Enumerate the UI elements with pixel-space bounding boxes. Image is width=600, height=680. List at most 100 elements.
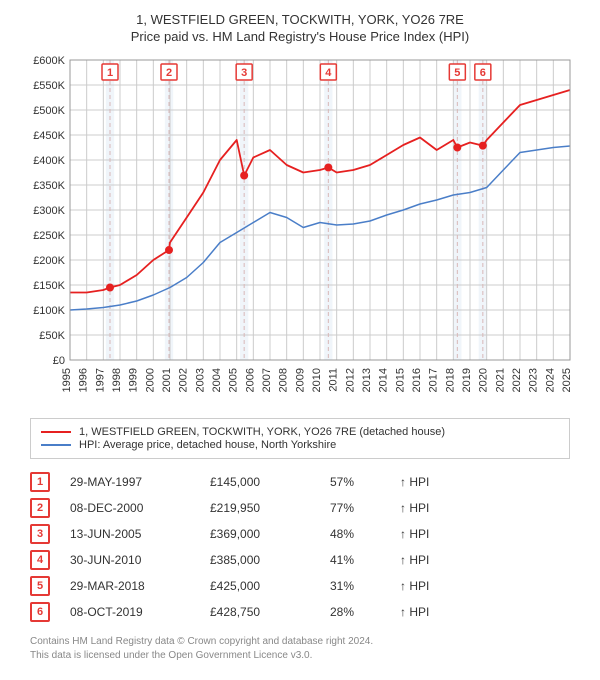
transaction-marker: 5: [30, 576, 50, 596]
table-row: 3 13-JUN-2005 £369,000 48% ↑ HPI: [30, 521, 570, 547]
legend-label: HPI: Average price, detached house, Nort…: [79, 439, 336, 451]
svg-text:2006: 2006: [244, 368, 256, 392]
svg-text:2017: 2017: [428, 368, 440, 392]
svg-text:2014: 2014: [378, 368, 390, 392]
transaction-date: 08-OCT-2019: [70, 605, 200, 619]
footer-line-1: Contains HM Land Registry data © Crown c…: [30, 635, 570, 648]
footer-attribution: Contains HM Land Registry data © Crown c…: [30, 635, 570, 662]
svg-text:2011: 2011: [328, 368, 340, 392]
transaction-hpi-indicator: ↑ HPI: [400, 501, 440, 515]
transaction-price: £385,000: [210, 553, 320, 567]
svg-text:2013: 2013: [361, 368, 373, 392]
legend-item: 1, WESTFIELD GREEN, TOCKWITH, YORK, YO26…: [41, 426, 559, 438]
svg-text:£400K: £400K: [33, 155, 65, 167]
svg-text:5: 5: [454, 67, 460, 79]
svg-text:2015: 2015: [394, 368, 406, 392]
svg-text:£100K: £100K: [33, 305, 65, 317]
svg-text:£350K: £350K: [33, 180, 65, 192]
svg-text:£600K: £600K: [33, 55, 65, 67]
table-row: 6 08-OCT-2019 £428,750 28% ↑ HPI: [30, 599, 570, 625]
svg-text:1995: 1995: [61, 368, 73, 392]
transaction-marker: 1: [30, 472, 50, 492]
svg-text:2010: 2010: [311, 368, 323, 392]
transaction-marker: 2: [30, 498, 50, 518]
svg-text:2001: 2001: [161, 368, 173, 392]
title-block: 1, WESTFIELD GREEN, TOCKWITH, YORK, YO26…: [12, 12, 588, 44]
transaction-pct: 57%: [330, 475, 390, 489]
transaction-pct: 41%: [330, 553, 390, 567]
transaction-marker: 4: [30, 550, 50, 570]
svg-text:£450K: £450K: [33, 130, 65, 142]
svg-text:£250K: £250K: [33, 230, 65, 242]
svg-text:2025: 2025: [561, 368, 573, 392]
svg-text:2024: 2024: [544, 368, 556, 392]
svg-text:1: 1: [107, 67, 113, 79]
svg-text:2019: 2019: [461, 368, 473, 392]
svg-text:2018: 2018: [444, 368, 456, 392]
chart-title-address: 1, WESTFIELD GREEN, TOCKWITH, YORK, YO26…: [12, 12, 588, 27]
transactions-table: 1 29-MAY-1997 £145,000 57% ↑ HPI 2 08-DEC-2000…: [30, 469, 570, 625]
transaction-date: 08-DEC-2000: [70, 501, 200, 515]
svg-text:£150K: £150K: [33, 280, 65, 292]
chart-container: £0 £50K £100K £150K £200K £250K £300K £350K £400…: [20, 50, 580, 410]
footer-line-2: This data is licensed under the Open Gov…: [30, 649, 570, 662]
transaction-date: 13-JUN-2005: [70, 527, 200, 541]
transaction-hpi-indicator: ↑ HPI: [400, 579, 440, 593]
transaction-date: 29-MAY-1997: [70, 475, 200, 489]
transaction-hpi-indicator: ↑ HPI: [400, 605, 440, 619]
svg-text:£50K: £50K: [39, 330, 65, 342]
legend-swatch: [41, 444, 71, 446]
svg-text:£550K: £550K: [33, 80, 65, 92]
svg-text:2012: 2012: [344, 368, 356, 392]
transaction-pct: 31%: [330, 579, 390, 593]
svg-text:2020: 2020: [478, 368, 490, 392]
svg-text:2009: 2009: [294, 368, 306, 392]
svg-text:1996: 1996: [78, 368, 90, 392]
table-row: 2 08-DEC-2000 £219,950 77% ↑ HPI: [30, 495, 570, 521]
legend-swatch: [41, 431, 71, 433]
table-row: 4 30-JUN-2010 £385,000 41% ↑ HPI: [30, 547, 570, 573]
svg-text:3: 3: [241, 67, 247, 79]
legend-item: HPI: Average price, detached house, Nort…: [41, 439, 559, 451]
transaction-marker: 6: [30, 602, 50, 622]
table-row: 5 29-MAR-2018 £425,000 31% ↑ HPI: [30, 573, 570, 599]
svg-text:1998: 1998: [111, 368, 123, 392]
transaction-date: 29-MAR-2018: [70, 579, 200, 593]
svg-text:2007: 2007: [261, 368, 273, 392]
table-row: 1 29-MAY-1997 £145,000 57% ↑ HPI: [30, 469, 570, 495]
transaction-price: £428,750: [210, 605, 320, 619]
chart-title-subtitle: Price paid vs. HM Land Registry's House …: [12, 29, 588, 44]
transaction-price: £145,000: [210, 475, 320, 489]
svg-text:£300K: £300K: [33, 205, 65, 217]
svg-text:2: 2: [166, 67, 172, 79]
svg-text:£0: £0: [53, 355, 65, 367]
transaction-pct: 77%: [330, 501, 390, 515]
legend-label: 1, WESTFIELD GREEN, TOCKWITH, YORK, YO26…: [79, 426, 445, 438]
transaction-marker: 3: [30, 524, 50, 544]
svg-text:2023: 2023: [528, 368, 540, 392]
svg-text:2016: 2016: [411, 368, 423, 392]
transaction-date: 30-JUN-2010: [70, 553, 200, 567]
svg-text:2004: 2004: [211, 368, 223, 392]
svg-text:£500K: £500K: [33, 105, 65, 117]
transaction-pct: 28%: [330, 605, 390, 619]
svg-text:1999: 1999: [128, 368, 140, 392]
transaction-hpi-indicator: ↑ HPI: [400, 475, 440, 489]
transaction-pct: 48%: [330, 527, 390, 541]
price-hpi-chart: £0 £50K £100K £150K £200K £250K £300K £350K £400…: [20, 50, 580, 410]
svg-text:2000: 2000: [144, 368, 156, 392]
transaction-price: £425,000: [210, 579, 320, 593]
svg-text:2022: 2022: [511, 368, 523, 392]
svg-text:6: 6: [480, 67, 486, 79]
svg-text:2021: 2021: [494, 368, 506, 392]
transaction-hpi-indicator: ↑ HPI: [400, 527, 440, 541]
svg-text:2002: 2002: [178, 368, 190, 392]
svg-text:2005: 2005: [228, 368, 240, 392]
svg-text:2003: 2003: [194, 368, 206, 392]
svg-text:2008: 2008: [278, 368, 290, 392]
svg-text:4: 4: [325, 67, 332, 79]
transaction-price: £219,950: [210, 501, 320, 515]
transaction-price: £369,000: [210, 527, 320, 541]
svg-text:£200K: £200K: [33, 255, 65, 267]
transaction-hpi-indicator: ↑ HPI: [400, 553, 440, 567]
